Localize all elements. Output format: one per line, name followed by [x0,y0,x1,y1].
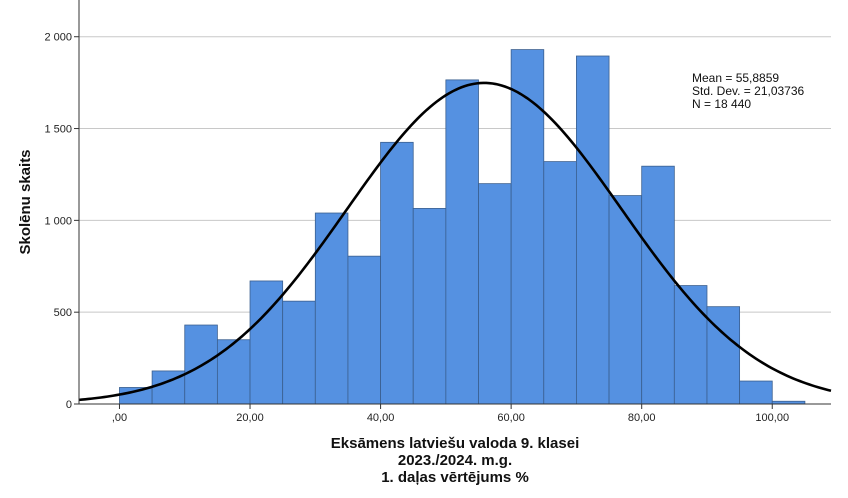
stats-n: N = 18 440 [692,97,751,111]
y-tick-label: 1 000 [44,215,72,227]
histogram-bar-15 [608,195,643,405]
histogram-bar-4 [249,280,284,405]
histogram-bar-9 [412,208,447,405]
histogram-bar-19 [739,380,773,405]
x-tick-label: 40,00 [367,412,395,424]
histogram-bar-12 [510,49,545,405]
y-tick-label: 1 500 [44,124,72,136]
histogram-bar-17 [673,285,708,405]
histogram-bars [119,49,806,405]
histogram-bar-7 [347,255,381,405]
x-tick-label: 100,00 [755,412,789,424]
x-tick-label: 60,00 [497,412,525,424]
histogram-bar-3 [216,339,251,405]
histogram-bar-16 [641,165,675,405]
x-tick-label: 80,00 [628,412,656,424]
x-tick-label: ,00 [112,412,127,424]
x-tick-label: 20,00 [236,412,264,424]
histogram-bar-6 [314,212,349,405]
normal-curve [78,81,832,402]
histogram-bar-13 [543,161,577,405]
y-tick-labels: 0 500 1 000 1 500 2 000 [44,32,79,411]
histogram-bar-5 [282,300,316,405]
histogram-bar-14 [576,55,610,405]
y-tick-label: 2 000 [44,32,72,44]
x-axis-title-line-3: 1. daļas vērtējums % [381,469,529,486]
y-tick-label: 0 [66,399,72,411]
histogram-bar-10 [445,79,479,405]
stats-std-dev: Std. Dev. = 21,03736 [692,84,805,98]
x-tick-labels: ,00 20,00 40,00 60,00 80,00 100,00 [112,404,789,424]
x-axis-title-line-1: Eksāmens latviešu valoda 9. klasei [331,435,579,452]
x-axis-title-line-2: 2023./2024. m.g. [398,452,512,469]
histogram-bar-11 [478,183,512,405]
histogram-bar-8 [380,141,414,405]
stats-mean: Mean = 55,8859 [692,71,779,85]
y-tick-label: 500 [54,307,72,319]
y-axis-title: Skolēnu skaits [17,149,34,254]
